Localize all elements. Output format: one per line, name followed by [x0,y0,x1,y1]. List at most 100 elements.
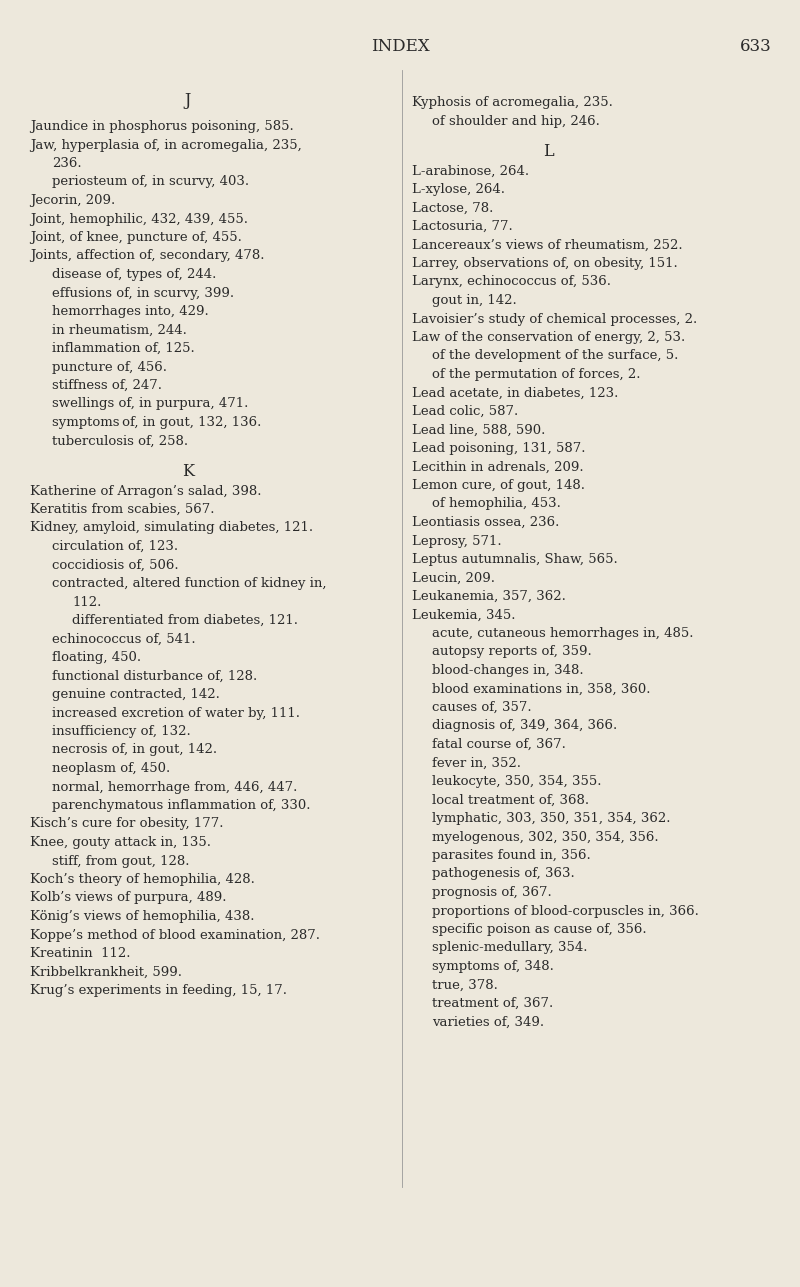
Text: Joint, hemophilic, 432, 439, 455.: Joint, hemophilic, 432, 439, 455. [30,212,248,225]
Text: Leprosy, 571.: Leprosy, 571. [412,534,502,547]
Text: Jaw, hyperplasia of, in acromegalia, 235,: Jaw, hyperplasia of, in acromegalia, 235… [30,139,302,152]
Text: INDEX: INDEX [370,39,430,55]
Text: Keratitis from scabies, 567.: Keratitis from scabies, 567. [30,503,214,516]
Text: blood-changes in, 348.: blood-changes in, 348. [432,664,584,677]
Text: Lecithin in adrenals, 209.: Lecithin in adrenals, 209. [412,461,584,474]
Text: puncture of, 456.: puncture of, 456. [52,360,167,373]
Text: acute, cutaneous hemorrhages in, 485.: acute, cutaneous hemorrhages in, 485. [432,627,694,640]
Text: specific poison as cause of, 356.: specific poison as cause of, 356. [432,923,646,936]
Text: Leucin, 209.: Leucin, 209. [412,571,495,584]
Text: Lead line, 588, 590.: Lead line, 588, 590. [412,423,546,436]
Text: echinococcus of, 541.: echinococcus of, 541. [52,632,196,646]
Text: 112.: 112. [72,596,102,609]
Text: symptoms of, in gout, 132, 136.: symptoms of, in gout, 132, 136. [52,416,262,429]
Text: causes of, 357.: causes of, 357. [432,701,532,714]
Text: circulation of, 123.: circulation of, 123. [52,541,178,553]
Text: Jecorin, 209.: Jecorin, 209. [30,194,115,207]
Text: of the development of the surface, 5.: of the development of the surface, 5. [432,350,678,363]
Text: increased excretion of water by, 111.: increased excretion of water by, 111. [52,707,300,719]
Text: myelogenous, 302, 350, 354, 356.: myelogenous, 302, 350, 354, 356. [432,830,658,843]
Text: König’s views of hemophilia, 438.: König’s views of hemophilia, 438. [30,910,254,923]
Text: neoplasm of, 450.: neoplasm of, 450. [52,762,170,775]
Text: Lancereaux’s views of rheumatism, 252.: Lancereaux’s views of rheumatism, 252. [412,238,682,251]
Text: Kyphosis of acromegalia, 235.: Kyphosis of acromegalia, 235. [412,97,613,109]
Text: contracted, altered function of kidney in,: contracted, altered function of kidney i… [52,577,326,589]
Text: L-xylose, 264.: L-xylose, 264. [412,183,505,196]
Text: Lead colic, 587.: Lead colic, 587. [412,405,518,418]
Text: disease of, types of, 244.: disease of, types of, 244. [52,268,216,281]
Text: diagnosis of, 349, 364, 366.: diagnosis of, 349, 364, 366. [432,719,618,732]
Text: swellings of, in purpura, 471.: swellings of, in purpura, 471. [52,398,248,411]
Text: genuine contracted, 142.: genuine contracted, 142. [52,689,220,701]
Text: Joints, affection of, secondary, 478.: Joints, affection of, secondary, 478. [30,250,265,263]
Text: Lavoisier’s study of chemical processes, 2.: Lavoisier’s study of chemical processes,… [412,313,698,326]
Text: pathogenesis of, 363.: pathogenesis of, 363. [432,867,574,880]
Text: Leukanemia, 357, 362.: Leukanemia, 357, 362. [412,589,566,604]
Text: Katherine of Arragon’s salad, 398.: Katherine of Arragon’s salad, 398. [30,484,262,498]
Text: Larynx, echinococcus of, 536.: Larynx, echinococcus of, 536. [412,275,611,288]
Text: tuberculosis of, 258.: tuberculosis of, 258. [52,435,188,448]
Text: effusions of, in scurvy, 399.: effusions of, in scurvy, 399. [52,287,234,300]
Text: leukocyte, 350, 354, 355.: leukocyte, 350, 354, 355. [432,775,602,788]
Text: of the permutation of forces, 2.: of the permutation of forces, 2. [432,368,641,381]
Text: autopsy reports of, 359.: autopsy reports of, 359. [432,646,592,659]
Text: Koppe’s method of blood examination, 287.: Koppe’s method of blood examination, 287… [30,928,320,942]
Text: of shoulder and hip, 246.: of shoulder and hip, 246. [432,115,600,127]
Text: insufficiency of, 132.: insufficiency of, 132. [52,725,190,737]
Text: coccidiosis of, 506.: coccidiosis of, 506. [52,559,178,571]
Text: lymphatic, 303, 350, 351, 354, 362.: lymphatic, 303, 350, 351, 354, 362. [432,812,670,825]
Text: K: K [182,462,194,480]
Text: Kreatinin  112.: Kreatinin 112. [30,947,130,960]
Text: splenic-medullary, 354.: splenic-medullary, 354. [432,942,587,955]
Text: Leptus autumnalis, Shaw, 565.: Leptus autumnalis, Shaw, 565. [412,553,618,566]
Text: functional disturbance of, 128.: functional disturbance of, 128. [52,669,258,682]
Text: prognosis of, 367.: prognosis of, 367. [432,885,552,900]
Text: L-arabinose, 264.: L-arabinose, 264. [412,165,529,178]
Text: Lactose, 78.: Lactose, 78. [412,202,494,215]
Text: fatal course of, 367.: fatal course of, 367. [432,737,566,752]
Text: Kidney, amyloid, simulating diabetes, 121.: Kidney, amyloid, simulating diabetes, 12… [30,521,313,534]
Text: symptoms of, 348.: symptoms of, 348. [432,960,554,973]
Text: stiffness of, 247.: stiffness of, 247. [52,378,162,393]
Text: proportions of blood-corpuscles in, 366.: proportions of blood-corpuscles in, 366. [432,905,699,918]
Text: necrosis of, in gout, 142.: necrosis of, in gout, 142. [52,744,217,757]
Text: normal, hemorrhage from, 446, 447.: normal, hemorrhage from, 446, 447. [52,780,298,794]
Text: inflammation of, 125.: inflammation of, 125. [52,342,194,355]
Text: Koch’s theory of hemophilia, 428.: Koch’s theory of hemophilia, 428. [30,873,255,885]
Text: Leontiasis ossea, 236.: Leontiasis ossea, 236. [412,516,559,529]
Text: Knee, gouty attack in, 135.: Knee, gouty attack in, 135. [30,837,211,849]
Text: Lead poisoning, 131, 587.: Lead poisoning, 131, 587. [412,441,586,456]
Text: Larrey, observations of, on obesity, 151.: Larrey, observations of, on obesity, 151… [412,257,678,270]
Text: Leukemia, 345.: Leukemia, 345. [412,609,515,622]
Text: 236.: 236. [52,157,82,170]
Text: true, 378.: true, 378. [432,978,498,991]
Text: Krug’s experiments in feeding, 15, 17.: Krug’s experiments in feeding, 15, 17. [30,985,287,997]
Text: Kisch’s cure for obesity, 177.: Kisch’s cure for obesity, 177. [30,817,223,830]
Text: fever in, 352.: fever in, 352. [432,757,521,770]
Text: Law of the conservation of energy, 2, 53.: Law of the conservation of energy, 2, 53… [412,331,686,344]
Text: Lemon cure, of gout, 148.: Lemon cure, of gout, 148. [412,479,585,492]
Text: parasites found in, 356.: parasites found in, 356. [432,849,590,862]
Text: 633: 633 [740,39,772,55]
Text: in rheumatism, 244.: in rheumatism, 244. [52,323,187,336]
Text: periosteum of, in scurvy, 403.: periosteum of, in scurvy, 403. [52,175,249,188]
Text: varieties of, 349.: varieties of, 349. [432,1015,544,1028]
Text: Joint, of knee, puncture of, 455.: Joint, of knee, puncture of, 455. [30,230,242,245]
Text: treatment of, 367.: treatment of, 367. [432,997,554,1010]
Text: Lead acetate, in diabetes, 123.: Lead acetate, in diabetes, 123. [412,386,618,399]
Text: hemorrhages into, 429.: hemorrhages into, 429. [52,305,209,318]
Text: differentiated from diabetes, 121.: differentiated from diabetes, 121. [72,614,298,627]
Text: J: J [185,91,191,109]
Text: Jaundice in phosphorus poisoning, 585.: Jaundice in phosphorus poisoning, 585. [30,120,294,133]
Text: gout in, 142.: gout in, 142. [432,293,517,308]
Text: Kribbelkrankheit, 599.: Kribbelkrankheit, 599. [30,965,182,978]
Text: parenchymatous inflammation of, 330.: parenchymatous inflammation of, 330. [52,799,310,812]
Text: stiff, from gout, 128.: stiff, from gout, 128. [52,855,190,867]
Text: floating, 450.: floating, 450. [52,651,141,664]
Text: blood examinations in, 358, 360.: blood examinations in, 358, 360. [432,682,650,695]
Text: L: L [542,143,554,160]
Text: Kolb’s views of purpura, 489.: Kolb’s views of purpura, 489. [30,892,226,905]
Text: Lactosuria, 77.: Lactosuria, 77. [412,220,513,233]
Text: of hemophilia, 453.: of hemophilia, 453. [432,498,561,511]
Text: local treatment of, 368.: local treatment of, 368. [432,794,589,807]
